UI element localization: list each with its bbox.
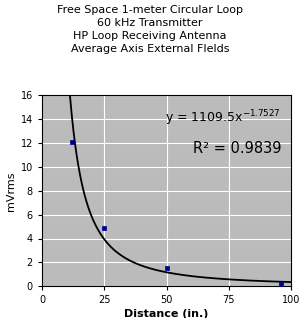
Point (102, 225, 107, 230)
Y-axis label: mVrms: mVrms (6, 171, 16, 211)
Text: Free Space 1-meter Circular Loop
60 kHz Transmitter
HP Loop Receiving Antenna
Av: Free Space 1-meter Circular Loop 60 kHz … (57, 5, 243, 54)
Text: R² = 0.9839: R² = 0.9839 (193, 141, 281, 156)
Point (164, 265, 169, 270)
Text: y = 1109.5x$^{-1.7527}$: y = 1109.5x$^{-1.7527}$ (165, 109, 281, 128)
X-axis label: Distance (in.): Distance (in.) (124, 309, 209, 318)
Point (70, 139, 74, 144)
Point (279, 281, 283, 286)
